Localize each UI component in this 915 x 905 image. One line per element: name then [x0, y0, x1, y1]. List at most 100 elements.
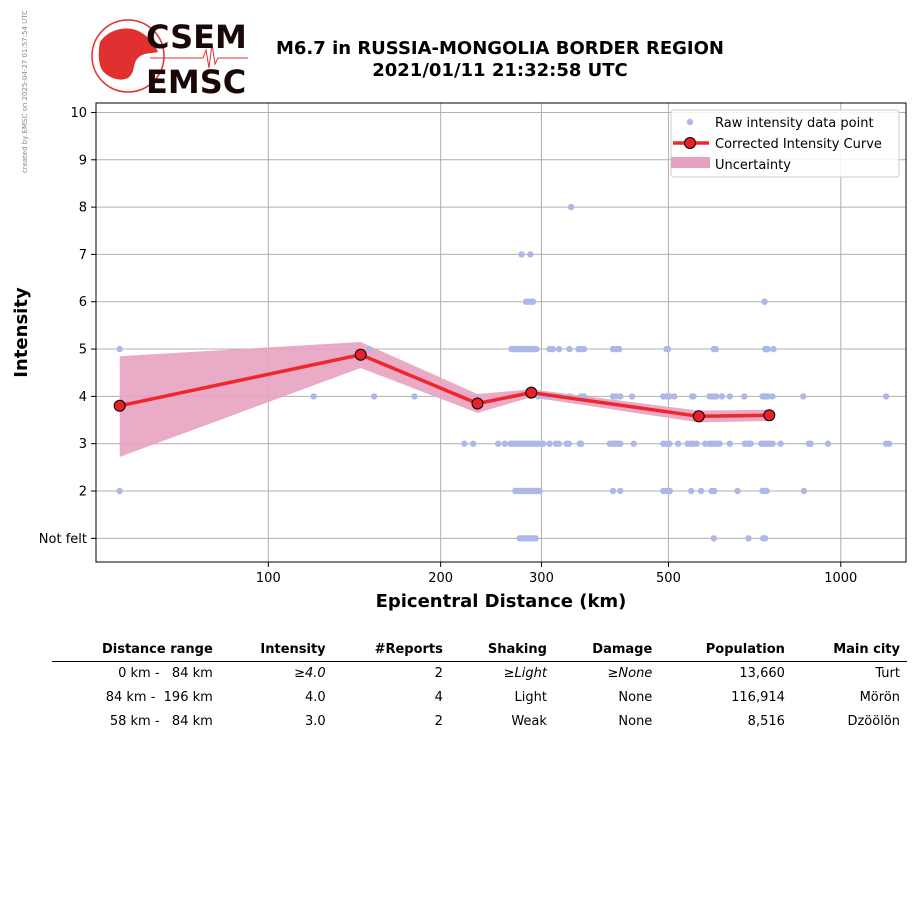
raw-data-point	[578, 440, 585, 447]
raw-data-point	[726, 393, 733, 400]
raw-data-point	[411, 393, 418, 400]
cell-damage: None	[618, 690, 653, 705]
x-axis-label: Epicentral Distance (km)	[376, 591, 627, 612]
raw-data-point	[532, 535, 539, 542]
header-damage: Damage	[553, 640, 660, 662]
header-shaking: Shaking	[449, 640, 554, 662]
title-line-2: 2021/01/11 21:32:58 UTC	[372, 60, 628, 81]
raw-data-point	[718, 393, 726, 400]
raw-data-point	[666, 393, 673, 400]
logo-csem: CSEM	[146, 18, 247, 56]
logo-emsc: EMSC	[146, 63, 246, 98]
raw-data-point	[565, 440, 573, 447]
raw-data-point	[800, 393, 807, 400]
raw-data-point	[617, 393, 624, 400]
curve-marker	[525, 386, 538, 399]
raw-data-point	[777, 440, 784, 447]
globe-icon	[91, 19, 165, 93]
raw-data-point	[712, 345, 719, 353]
y-tick-label: 3	[79, 437, 87, 452]
raw-data-point	[630, 440, 637, 447]
raw-data-point	[882, 393, 890, 400]
y-tick-label: 6	[79, 295, 87, 310]
cell-main-city: Mörön	[859, 690, 900, 705]
cell-population: 8,516	[747, 714, 785, 729]
curve-marker	[354, 348, 367, 361]
cell-damage: ≥None	[607, 666, 653, 681]
raw-data-point	[713, 393, 720, 400]
raw-data-point	[671, 393, 678, 400]
raw-data-point	[690, 393, 697, 400]
raw-data-point	[567, 203, 575, 211]
raw-data-point	[697, 487, 705, 495]
raw-data-point	[546, 440, 553, 447]
y-tick-label: 4	[79, 390, 87, 405]
raw-data-point	[666, 440, 673, 447]
corrected-intensity-curve	[119, 352, 770, 419]
raw-data-point	[762, 535, 769, 542]
raw-data-point	[747, 440, 754, 447]
raw-data-point	[761, 298, 768, 305]
raw-data-point	[615, 345, 623, 353]
legend-band-swatch	[671, 157, 710, 168]
header-main-city: Main city	[791, 640, 907, 662]
raw-data-point	[764, 345, 771, 353]
header-population: Population	[659, 640, 792, 662]
raw-data-point	[763, 487, 770, 495]
raw-data-point	[726, 440, 733, 447]
y-tick-label: 2	[79, 485, 87, 500]
cell-population: 13,660	[739, 666, 785, 681]
raw-data-point	[501, 440, 509, 447]
cell-shaking: ≥Light	[503, 666, 547, 681]
raw-data-point	[824, 440, 832, 447]
raw-data-point	[555, 345, 563, 353]
cell-reports: 4	[434, 690, 443, 705]
raw-data-point	[886, 440, 893, 447]
cell-damage: None	[618, 714, 653, 729]
raw-data-point	[461, 440, 468, 447]
raw-data-point	[764, 393, 772, 400]
x-tick-label: 500	[656, 571, 681, 586]
raw-data-point	[628, 393, 636, 400]
cell-reports: 2	[434, 714, 443, 729]
y-tick-label: 7	[79, 248, 87, 263]
raw-data-point	[710, 535, 717, 542]
raw-data-point	[716, 440, 723, 447]
raw-data-point	[688, 487, 695, 495]
cell-intensity: ≥4.0	[294, 666, 326, 681]
header-distance-range: Distance range	[52, 640, 220, 662]
y-tick-label: Not felt	[39, 532, 87, 547]
raw-data-point	[666, 487, 674, 495]
logo-seismogram	[150, 43, 248, 69]
raw-data-point	[470, 440, 477, 447]
raw-data-point	[527, 251, 534, 258]
raw-data-point	[116, 345, 123, 353]
raw-data-point	[675, 440, 682, 447]
legend-band-label: Uncertainty	[715, 158, 791, 173]
emsc-logo: CSEM EMSC	[91, 18, 248, 98]
raw-data-point	[536, 487, 543, 495]
intensity-summary-table: Distance range Intensity #Reports Shakin…	[52, 640, 907, 734]
raw-data-point	[555, 440, 563, 447]
raw-data-point	[745, 535, 752, 542]
cell-shaking: Light	[514, 690, 547, 705]
cell-main-city: Turt	[875, 666, 900, 681]
header-intensity: Intensity	[219, 640, 333, 662]
x-tick-label: 1000	[824, 571, 857, 586]
raw-data-point	[580, 345, 588, 353]
raw-data-point	[769, 440, 776, 447]
raw-data-point	[734, 487, 741, 495]
table-row: 0 km - 84 km ≥4.0 2 ≥Light ≥None 13,660 …	[52, 662, 907, 687]
intensity-chart: 100 200 300 500 1000 Not felt 2 3 4 5 6 7 8 9 10 Epicen…	[11, 102, 907, 612]
table-row: 58 km - 84 km 3.0 2 Weak None 8,516 Dzöö…	[52, 710, 907, 734]
cell-population: 116,914	[731, 690, 785, 705]
cell-main-city: Dzöölön	[847, 714, 900, 729]
raw-data-point	[664, 345, 672, 353]
raw-data-point	[711, 487, 718, 495]
cell-distance-range: 0 km - 84 km	[118, 666, 213, 681]
chart-title: M6.7 in RUSSIA-MONGOLIA BORDER REGION 20…	[255, 38, 745, 82]
table-header-row: Distance range Intensity #Reports Shakin…	[52, 640, 907, 662]
legend-raw-marker	[686, 118, 694, 126]
uncertainty-band	[119, 342, 770, 457]
curve-marker	[763, 409, 776, 422]
